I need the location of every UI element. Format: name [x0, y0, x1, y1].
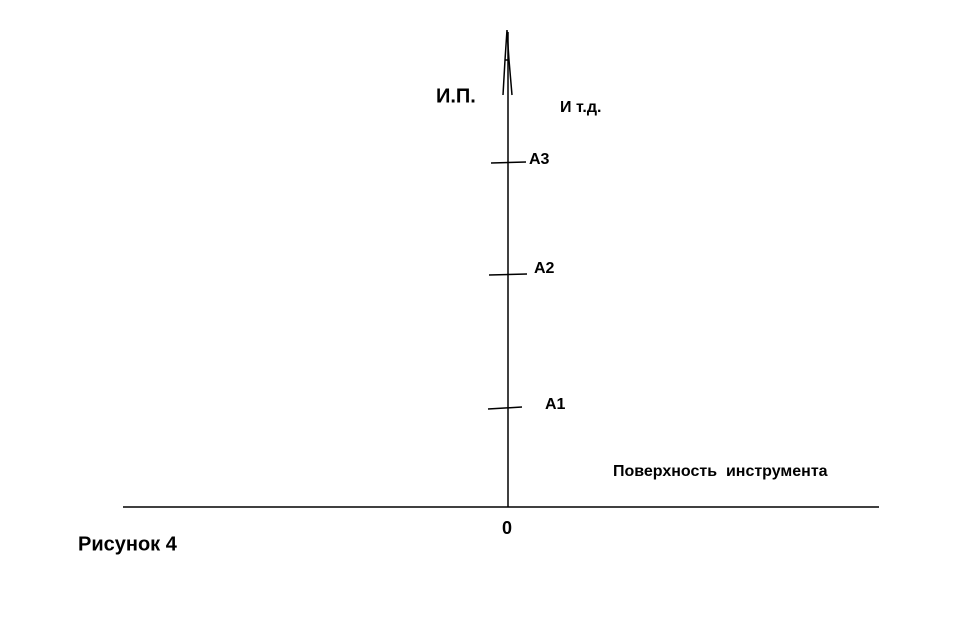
origin-label: 0: [502, 518, 512, 538]
a2-label: А2: [534, 260, 555, 277]
start-label: И.П.: [436, 85, 476, 107]
tick-a2: [488, 273, 528, 276]
a3-label: А3: [529, 151, 550, 168]
arrow-tip: [502, 29, 513, 96]
tick-a1: [487, 406, 523, 410]
etc-label: И т.д.: [560, 99, 601, 116]
tick-a3: [490, 161, 527, 164]
surface-label: Поверхность инструмента: [613, 463, 828, 480]
a1-label: А1: [545, 396, 566, 413]
caption: Рисунок 4: [78, 533, 178, 555]
